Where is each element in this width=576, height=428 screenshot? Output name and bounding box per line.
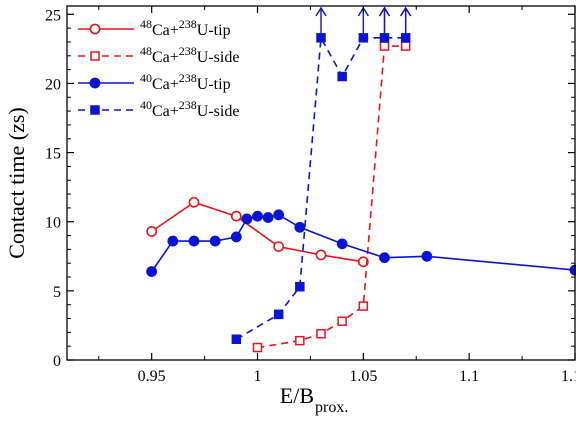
data-point bbox=[295, 335, 305, 346]
data-point bbox=[188, 235, 200, 247]
axes-layer: 0.95 1 1.05 1.1 1.15 0 5 10 15 20 25 bbox=[45, 6, 576, 385]
data-point bbox=[357, 256, 369, 268]
data-point bbox=[336, 238, 348, 250]
data-point bbox=[337, 316, 347, 327]
y-tick-label: 15 bbox=[45, 146, 61, 163]
series-1 bbox=[146, 196, 369, 268]
series-2 bbox=[252, 6, 412, 353]
limit-arrow-head bbox=[315, 6, 327, 17]
data-point bbox=[273, 309, 284, 320]
data-point bbox=[295, 281, 305, 292]
series-3 bbox=[146, 209, 576, 277]
data-point bbox=[421, 250, 433, 262]
data-point bbox=[316, 328, 326, 339]
data-point bbox=[252, 210, 263, 222]
data-point bbox=[315, 249, 327, 261]
data-point bbox=[337, 71, 347, 82]
data-point bbox=[273, 209, 285, 221]
y-tick-label: 5 bbox=[53, 284, 61, 301]
data-point bbox=[252, 342, 263, 353]
data-point bbox=[379, 41, 390, 51]
y-tick-label: 20 bbox=[45, 76, 61, 93]
data-point bbox=[379, 33, 390, 43]
x-axis-label: E/B bbox=[280, 383, 314, 408]
x-axis-label-subscript: prox. bbox=[315, 399, 348, 416]
data-point bbox=[209, 235, 221, 247]
x-tick-label: 1 bbox=[254, 368, 262, 385]
series-line bbox=[235, 35, 406, 340]
legend-label: 40Ca+238U-side bbox=[140, 98, 239, 120]
x-tick-label: 1.05 bbox=[349, 368, 377, 385]
data-point bbox=[316, 33, 326, 43]
legend-swatch-marker bbox=[89, 23, 101, 35]
data-point bbox=[241, 213, 253, 225]
legend-label: 40Ca+238U-tip bbox=[140, 71, 231, 93]
y-axis-label: Contact time (zs) bbox=[4, 107, 29, 259]
legend: 48Ca+238U-tip 48Ca+238U-side 40Ca+238U-tip… bbox=[78, 17, 239, 120]
data-point bbox=[146, 266, 158, 277]
data-point bbox=[230, 231, 242, 243]
data-point bbox=[358, 33, 369, 43]
x-tick-label: 1.15 bbox=[561, 368, 576, 385]
data-point bbox=[379, 252, 390, 264]
data-point bbox=[294, 221, 306, 233]
data-point bbox=[273, 241, 285, 253]
x-tick-label: 0.95 bbox=[138, 368, 166, 385]
data-point bbox=[230, 210, 242, 222]
data-point bbox=[400, 33, 411, 43]
legend-swatch-marker bbox=[90, 105, 100, 115]
series-4 bbox=[231, 6, 412, 345]
y-tick-label: 25 bbox=[45, 7, 61, 24]
x-tick-label: 1.1 bbox=[459, 368, 479, 385]
y-tick-label: 10 bbox=[45, 215, 61, 232]
data-point bbox=[358, 301, 369, 311]
legend-label: 48Ca+238U-side bbox=[140, 44, 239, 66]
legend-item-2: 48Ca+238U-side bbox=[78, 44, 239, 66]
legend-item-1: 48Ca+238U-tip bbox=[78, 17, 231, 39]
limit-arrow-head bbox=[400, 6, 412, 17]
legend-swatch-marker bbox=[89, 77, 101, 89]
legend-swatch-marker bbox=[90, 51, 100, 61]
limit-arrow-head bbox=[378, 6, 391, 17]
series-line bbox=[151, 201, 364, 263]
data-point bbox=[146, 225, 158, 237]
plot-frame bbox=[66, 5, 576, 361]
data-point bbox=[400, 41, 411, 51]
series-layer bbox=[146, 6, 576, 353]
y-tick-label: 0 bbox=[53, 353, 61, 370]
series-line bbox=[257, 45, 406, 349]
data-point bbox=[231, 334, 242, 345]
legend-item-4: 40Ca+238U-side bbox=[78, 98, 239, 120]
legend-label: 48Ca+238U-tip bbox=[140, 17, 231, 39]
legend-item-3: 40Ca+238U-tip bbox=[78, 71, 231, 93]
data-point bbox=[167, 235, 179, 247]
data-point bbox=[188, 196, 200, 208]
data-point bbox=[262, 212, 274, 223]
